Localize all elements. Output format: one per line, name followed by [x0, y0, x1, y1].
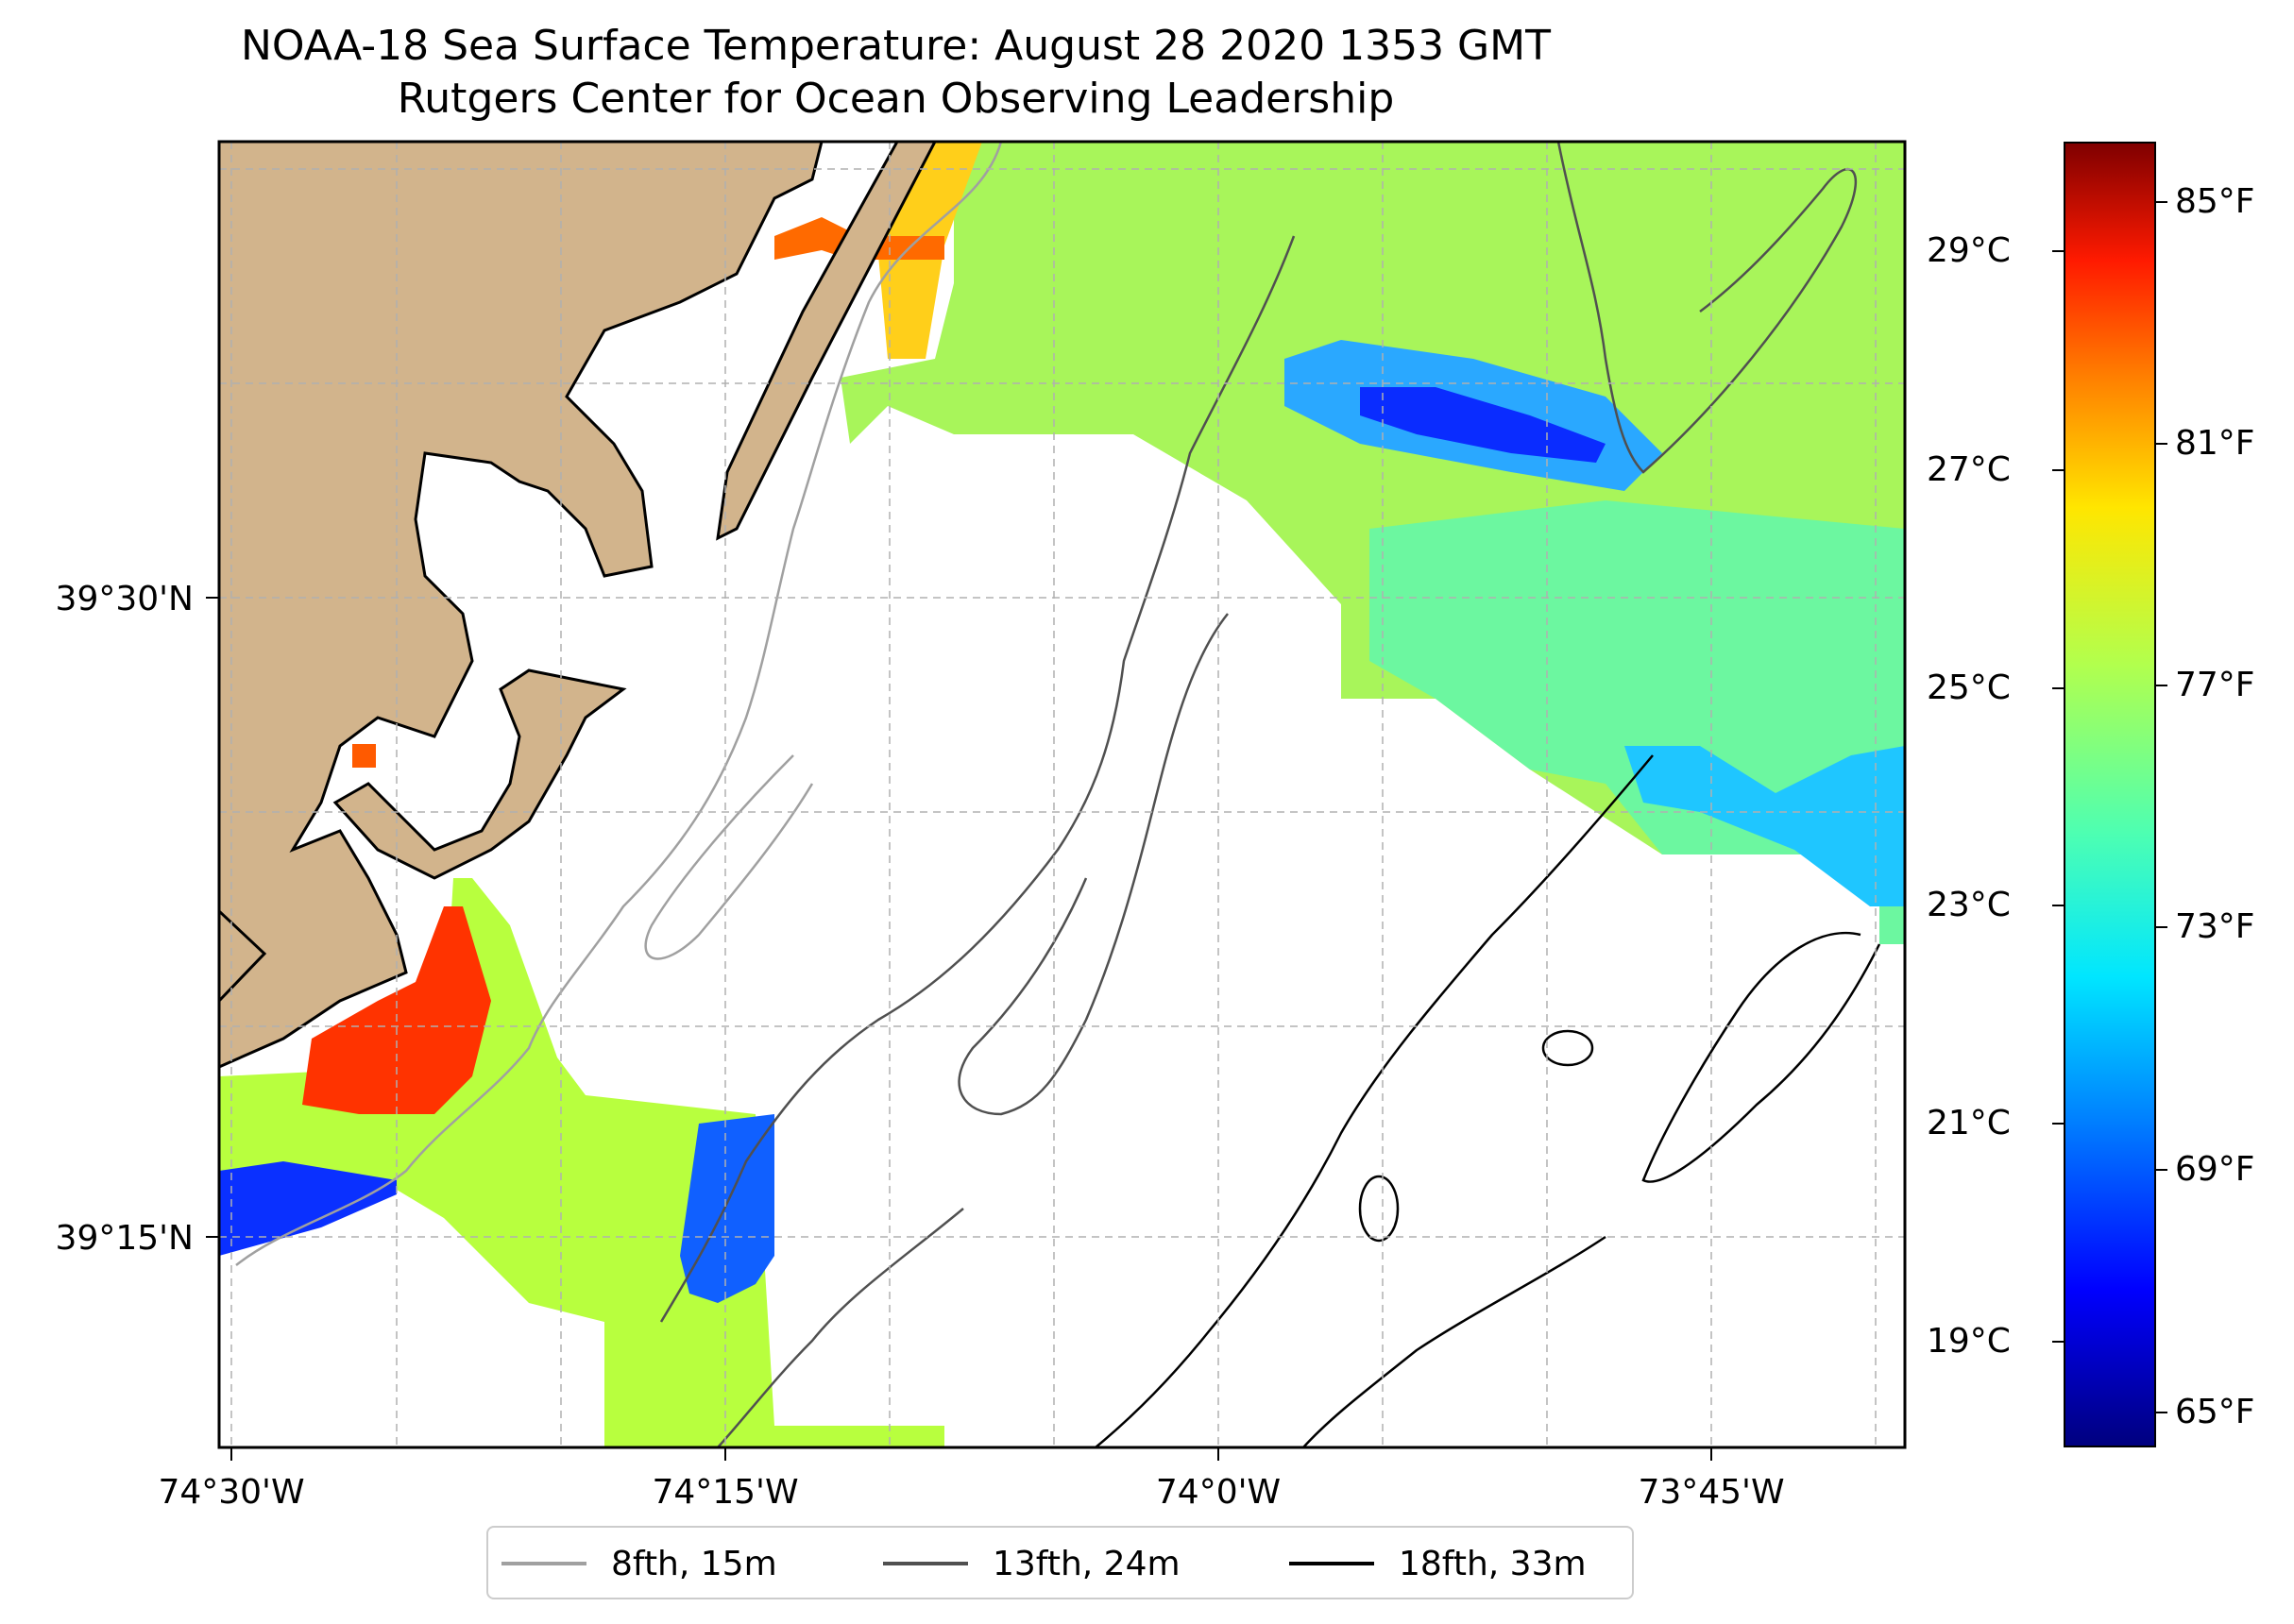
- legend-label: 8fth, 15m: [611, 1544, 777, 1583]
- sst-southwest-cold: [219, 1161, 397, 1256]
- sst-raster: [219, 142, 1905, 1447]
- map-subtitle: Rutgers Center for Ocean Observing Leade…: [397, 75, 1395, 123]
- legend-item-18fth: 18fth, 33m: [1289, 1544, 1587, 1583]
- celsius-tick-label: 25°C: [1927, 668, 2011, 707]
- lat-tick-label: 39°15'N: [56, 1219, 194, 1258]
- contour-legend: 8fth, 15m 13fth, 24m 18fth, 33m: [486, 1526, 1634, 1599]
- lon-tick-label: 74°15'W: [652, 1473, 798, 1512]
- sst-southwest-warm: [219, 878, 944, 1447]
- sst-southwest-hot: [302, 906, 491, 1114]
- fahrenheit-tick-label: 77°F: [2175, 666, 2255, 704]
- fahrenheit-tick-label: 69°F: [2175, 1150, 2255, 1189]
- land-new-jersey: [219, 142, 824, 1069]
- celsius-tick-label: 27°C: [1927, 450, 2011, 489]
- legend-label: 18fth, 33m: [1399, 1544, 1587, 1583]
- contour-13fth-b: [958, 613, 1229, 1116]
- contour-13fth-d: [717, 1208, 964, 1447]
- celsius-tick-label: 23°C: [1927, 886, 2011, 924]
- fahrenheit-tick-label: 65°F: [2175, 1393, 2255, 1431]
- fahrenheit-tick-label: 81°F: [2175, 424, 2255, 463]
- sst-south-cold: [680, 1114, 774, 1303]
- contour-18fth: [1095, 754, 1654, 1447]
- contour-13fth: [659, 235, 1296, 1323]
- contour-18fth-c: [1302, 1235, 1606, 1447]
- lon-tick-label: 74°0'W: [1156, 1473, 1281, 1512]
- land-barrier-island: [716, 142, 937, 541]
- contour-13fth-c: [1556, 142, 1857, 474]
- contour-8fth-b: [644, 754, 814, 960]
- fahrenheit-tick-label: 73°F: [2175, 907, 2255, 946]
- lon-tick-label: 74°30'W: [158, 1473, 304, 1512]
- bathymetry-contours: [235, 142, 1881, 1447]
- legend-swatch: [501, 1562, 586, 1565]
- sst-isolated-pixel: [352, 744, 376, 768]
- celsius-tick-label: 19°C: [1927, 1322, 2011, 1361]
- celsius-tick-label: 29°C: [1927, 231, 2011, 270]
- legend-item-8fth: 8fth, 15m: [501, 1544, 777, 1583]
- map-title: NOAA-18 Sea Surface Temperature: August …: [241, 22, 1551, 70]
- contour-18fth-island-b: [1541, 1029, 1594, 1067]
- gridlines: [219, 142, 1905, 1447]
- contour-18fth-b: [1641, 931, 1881, 1183]
- contour-8fth: [235, 142, 1003, 1266]
- legend-label: 13fth, 24m: [993, 1544, 1181, 1583]
- land-peninsula: [332, 668, 627, 880]
- contour-18fth-island: [1358, 1175, 1400, 1243]
- legend-swatch: [883, 1562, 968, 1565]
- lat-tick-label: 39°30'N: [56, 580, 194, 618]
- map-frame: [217, 140, 1907, 1449]
- land-small-spit: [219, 908, 267, 1004]
- sst-east-cold: [1624, 746, 1905, 906]
- sst-cold-core: [1360, 387, 1606, 463]
- fahrenheit-tick-label: 85°F: [2175, 182, 2255, 221]
- legend-swatch: [1289, 1562, 1374, 1565]
- lon-tick-label: 73°45'W: [1638, 1473, 1784, 1512]
- legend-item-13fth: 13fth, 24m: [883, 1544, 1181, 1583]
- celsius-tick-label: 21°C: [1927, 1104, 2011, 1142]
- temperature-colorbar: [2064, 142, 2156, 1447]
